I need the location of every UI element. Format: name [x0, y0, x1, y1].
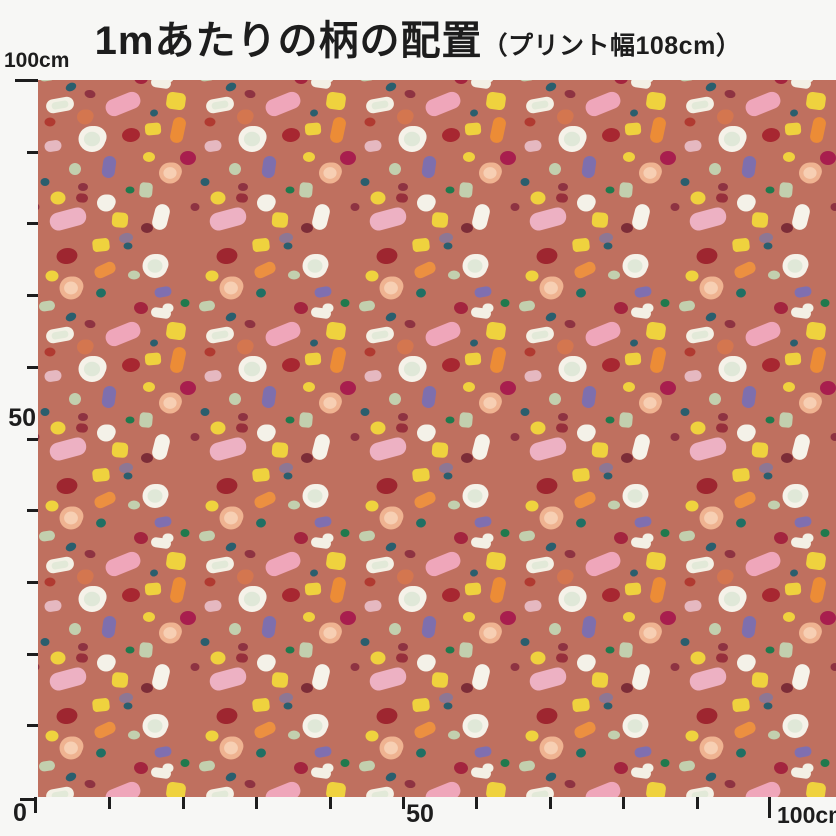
- left-ruler-tick: [27, 724, 38, 727]
- left-ruler-tick: [27, 151, 38, 154]
- title-sub: （プリント幅108cm）: [482, 32, 742, 60]
- bottom-ruler-tick-0: [34, 797, 37, 813]
- left-ruler-label-100cm: 100cm: [4, 49, 70, 72]
- left-ruler-tick: [27, 509, 38, 512]
- left-ruler-tick: [27, 653, 38, 656]
- left-ruler-tick-100cm: [15, 79, 38, 82]
- bottom-ruler-label-50: 50: [406, 800, 434, 828]
- page-title: 1mあたりの柄の配置（プリント幅108cm）: [0, 8, 836, 66]
- bottom-ruler-tick: [329, 797, 332, 809]
- left-ruler-tick: [27, 438, 38, 441]
- bottom-ruler-tick: [696, 797, 699, 809]
- bottom-ruler-tick: [475, 797, 478, 809]
- bottom-ruler-tick: [402, 797, 405, 809]
- left-ruler-tick: [27, 581, 38, 584]
- left-ruler-tick: [27, 294, 38, 297]
- bottom-ruler-tick: [549, 797, 552, 809]
- bottom-ruler-tick-0-arm: [20, 798, 37, 801]
- bottom-ruler-label-100cm: 100cm: [777, 802, 836, 828]
- bottom-ruler-tick: [108, 797, 111, 809]
- fabric-swatch: [38, 80, 836, 797]
- bottom-ruler-tick-100cm: [768, 797, 771, 818]
- bottom-ruler-label-0: 0: [13, 799, 27, 827]
- left-ruler-tick: [27, 222, 38, 225]
- bottom-ruler-tick: [255, 797, 258, 809]
- bottom-ruler-tick: [622, 797, 625, 809]
- left-ruler-tick: [27, 366, 38, 369]
- bottom-ruler-tick: [182, 797, 185, 809]
- title-main: 1mあたりの柄の配置: [94, 19, 483, 63]
- left-ruler-label-50: 50: [8, 404, 36, 432]
